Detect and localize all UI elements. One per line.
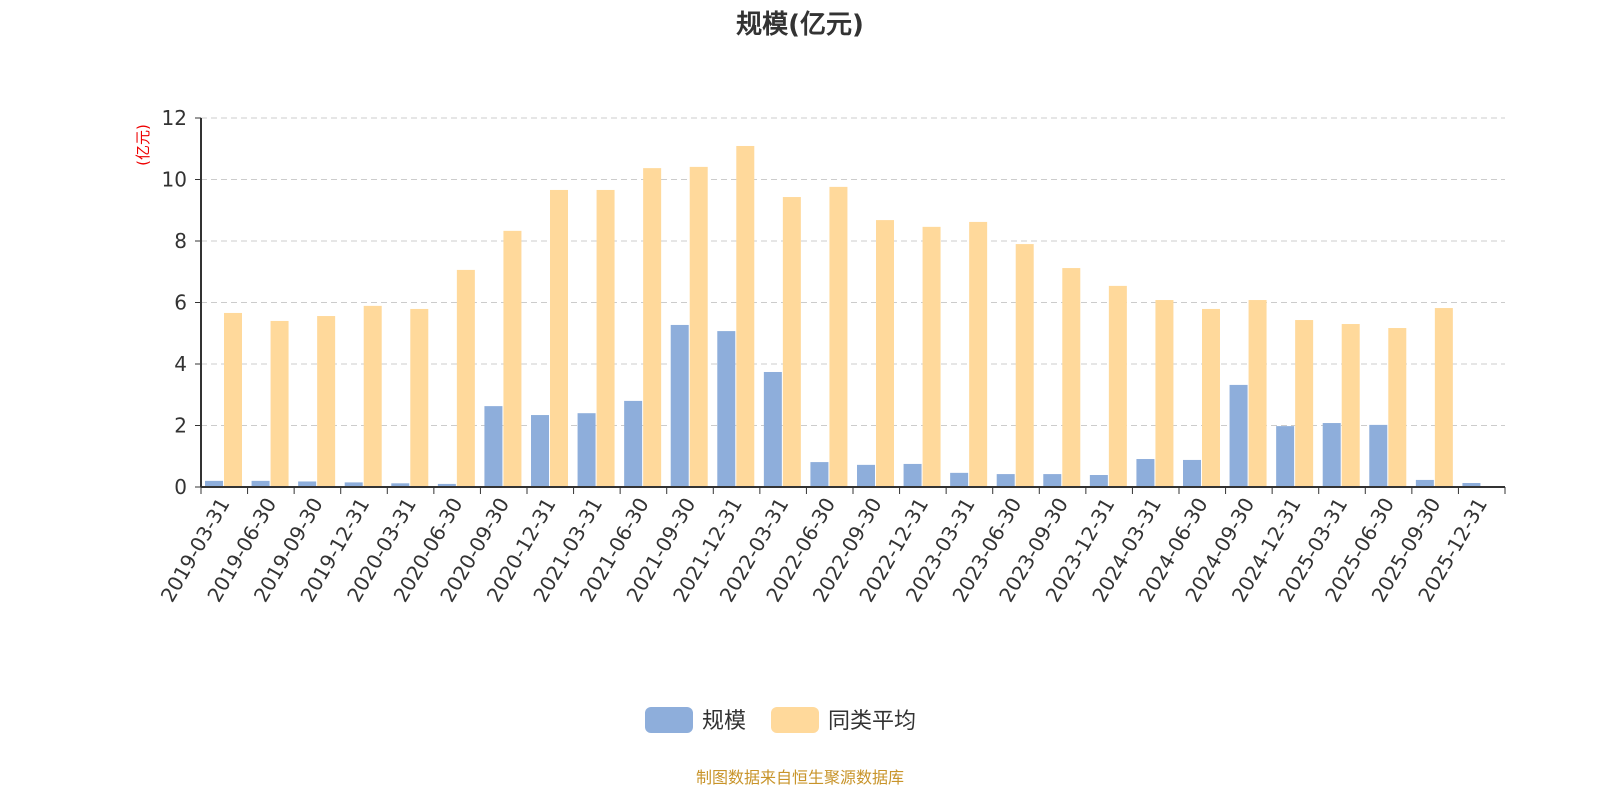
bar-scale [391, 483, 410, 487]
bar-scale [484, 406, 503, 487]
legend-label: 同类平均 [828, 709, 916, 734]
bar-peer-average [1202, 308, 1220, 487]
bar-peer-average [1295, 320, 1314, 487]
bar-peer-average [689, 166, 708, 487]
bar-peer-average [736, 145, 755, 488]
legend-label: 规模 [702, 709, 746, 734]
bar-scale [205, 480, 223, 487]
bar-scale [903, 463, 922, 487]
bar-peer-average [782, 197, 801, 487]
bar-peer-average [1434, 308, 1453, 487]
bar-scale [810, 462, 829, 487]
bar-peer-average [596, 189, 615, 487]
legend-swatch [771, 707, 819, 733]
bar-scale [298, 481, 317, 487]
bar-peer-average [410, 308, 429, 487]
bar-scale [1043, 474, 1062, 487]
bar-peer-average [1015, 244, 1034, 487]
bar-peer-average [1388, 328, 1407, 487]
bar-scale [1276, 426, 1295, 487]
bar-scale [1369, 424, 1388, 487]
bar-peer-average [643, 168, 662, 487]
bar-peer-average [503, 230, 522, 488]
bar-peer-average [1108, 285, 1127, 487]
bar-peer-average [224, 312, 242, 487]
bar-peer-average [829, 186, 848, 487]
bar-peer-average [922, 226, 941, 488]
bar-scale [1089, 475, 1108, 487]
bar-peer-average [363, 305, 382, 487]
footer-source: 制图数据来自恒生聚源数据库 [696, 768, 904, 787]
bar-scale [531, 415, 549, 487]
bar-scale [1229, 384, 1248, 487]
bar-scale [996, 474, 1015, 487]
bar-scale [1462, 483, 1481, 487]
bar-peer-average [270, 320, 289, 487]
bar-scale [1415, 479, 1434, 487]
bar-peer-average [1248, 300, 1267, 487]
y-tick-label: 8 [174, 229, 187, 253]
bar-scale [1136, 459, 1155, 487]
bar-scale [670, 324, 689, 487]
bar-peer-average [550, 189, 568, 487]
bar-scale [763, 371, 782, 487]
bar-scale [857, 464, 875, 487]
bar-peer-average [317, 316, 336, 487]
bar-peer-average [969, 221, 988, 487]
bar-peer-average [456, 269, 475, 487]
bar-peer-average [1341, 324, 1360, 487]
bar-scale [437, 483, 456, 487]
y-tick-label: 2 [174, 414, 187, 438]
bar-peer-average [1155, 300, 1174, 487]
bar-scale [717, 331, 736, 487]
y-tick-label: 12 [162, 106, 187, 130]
bar-scale [577, 413, 596, 487]
bar-scale [950, 472, 969, 487]
legend-swatch [645, 707, 693, 733]
y-axis-label: (亿元) [134, 124, 152, 166]
bar-scale [344, 482, 363, 487]
y-tick-label: 6 [174, 291, 187, 315]
bar-peer-average [1062, 268, 1081, 487]
y-tick-label: 0 [174, 475, 187, 499]
chart-title: 规模(亿元) [736, 10, 864, 40]
bar-scale [624, 400, 643, 487]
y-tick-label: 10 [162, 168, 187, 192]
bar-scale [251, 480, 270, 487]
bar-peer-average [876, 220, 894, 487]
y-tick-label: 4 [174, 352, 187, 376]
bar-scale [1322, 423, 1341, 487]
bar-scale [1183, 459, 1201, 487]
